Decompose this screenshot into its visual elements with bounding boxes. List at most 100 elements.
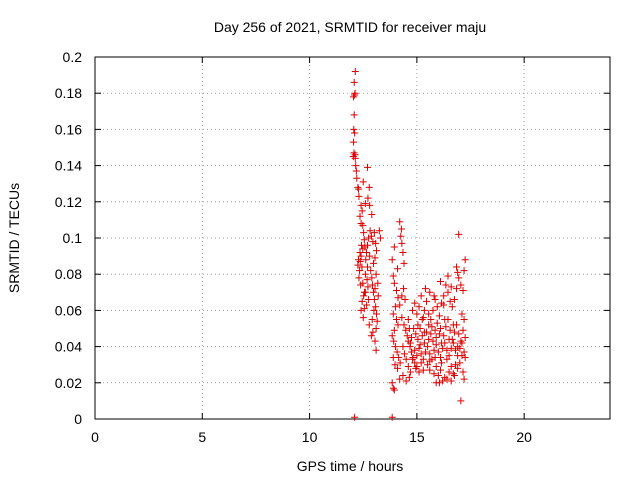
- data-point: [439, 344, 447, 352]
- data-point: [432, 341, 440, 349]
- data-point: [443, 375, 451, 383]
- data-point: [436, 325, 444, 332]
- data-point: [349, 153, 357, 161]
- data-point: [350, 111, 358, 119]
- data-point: [399, 343, 407, 351]
- data-point: [356, 212, 364, 220]
- data-point: [400, 259, 408, 267]
- data-point: [350, 149, 358, 157]
- data-point: [361, 288, 369, 296]
- data-point: [442, 281, 450, 289]
- data-point: [445, 368, 453, 376]
- data-point: [441, 339, 449, 347]
- data-point: [435, 379, 443, 387]
- data-point: [461, 334, 469, 342]
- data-point: [361, 270, 369, 278]
- y-tick-label: 0.12: [55, 194, 82, 210]
- data-point: [399, 372, 407, 380]
- data-point: [434, 372, 442, 380]
- data-point: [417, 350, 425, 358]
- data-point: [423, 297, 431, 305]
- data-point: [450, 372, 458, 380]
- data-point: [430, 370, 438, 378]
- data-point: [458, 339, 466, 347]
- data-point: [457, 281, 465, 289]
- data-point: [366, 252, 374, 260]
- data-point: [443, 346, 451, 354]
- data-point: [394, 321, 402, 329]
- data-point: [389, 384, 397, 392]
- data-point: [444, 288, 452, 296]
- data-point: [436, 366, 444, 374]
- data-point: [425, 321, 433, 329]
- data-point: [433, 319, 441, 327]
- data-point: [357, 252, 365, 260]
- data-point: [357, 220, 365, 228]
- data-point: [389, 272, 397, 280]
- data-point: [350, 93, 358, 101]
- data-point: [390, 279, 398, 287]
- y-tick-label: 0.08: [55, 266, 82, 282]
- data-point: [400, 285, 408, 293]
- data-point: [411, 359, 419, 367]
- data-point: [370, 288, 378, 296]
- data-point: [416, 341, 424, 349]
- data-point: [426, 357, 434, 365]
- data-point: [370, 259, 378, 267]
- data-point: [388, 379, 396, 387]
- data-point: [450, 328, 458, 336]
- data-point: [454, 343, 462, 351]
- x-tick-label: 0: [91, 429, 99, 445]
- data-point: [424, 361, 432, 369]
- data-point: [371, 254, 379, 262]
- data-point: [373, 247, 381, 255]
- data-point: [446, 326, 454, 334]
- data-point: [365, 183, 373, 191]
- data-point: [405, 325, 413, 332]
- data-point: [374, 292, 382, 300]
- data-point: [357, 306, 365, 314]
- data-point: [391, 343, 399, 351]
- plot-frame: [94, 56, 611, 420]
- data-point: [457, 337, 465, 345]
- data-point: [364, 283, 372, 291]
- data-point: [433, 303, 441, 311]
- data-point: [448, 303, 456, 311]
- data-point: [394, 364, 402, 372]
- data-point: [431, 353, 439, 361]
- data-point: [429, 306, 437, 314]
- data-point: [390, 243, 398, 251]
- data-point: [426, 288, 434, 296]
- data-point: [430, 346, 438, 354]
- data-point: [447, 283, 455, 291]
- data-point: [449, 321, 457, 329]
- data-point: [372, 303, 380, 311]
- data-point: [355, 192, 363, 200]
- data-point: [397, 225, 405, 233]
- data-point: [450, 296, 458, 304]
- data-point: [355, 185, 363, 193]
- data-point: [357, 201, 365, 209]
- data-point: [412, 330, 420, 338]
- data-point: [415, 368, 423, 376]
- data-point: [456, 359, 464, 367]
- data-point: [439, 377, 447, 385]
- data-point: [369, 328, 377, 336]
- data-point: [416, 325, 424, 332]
- data-point: [352, 162, 360, 170]
- data-point: [358, 297, 366, 305]
- data-point: [438, 359, 446, 367]
- data-point: [419, 366, 427, 374]
- y-tick-label: 0.02: [55, 375, 82, 391]
- data-point: [388, 413, 396, 421]
- data-point: [370, 306, 378, 314]
- data-point: [368, 210, 376, 218]
- data-point: [364, 263, 372, 271]
- data-point: [400, 321, 408, 329]
- y-tick-label: 0.16: [55, 121, 82, 137]
- data-point: [356, 258, 364, 266]
- data-point: [360, 236, 368, 244]
- data-point: [353, 174, 361, 182]
- data-point: [359, 279, 367, 287]
- y-axis-label: SRMTID / TECUs: [6, 183, 22, 293]
